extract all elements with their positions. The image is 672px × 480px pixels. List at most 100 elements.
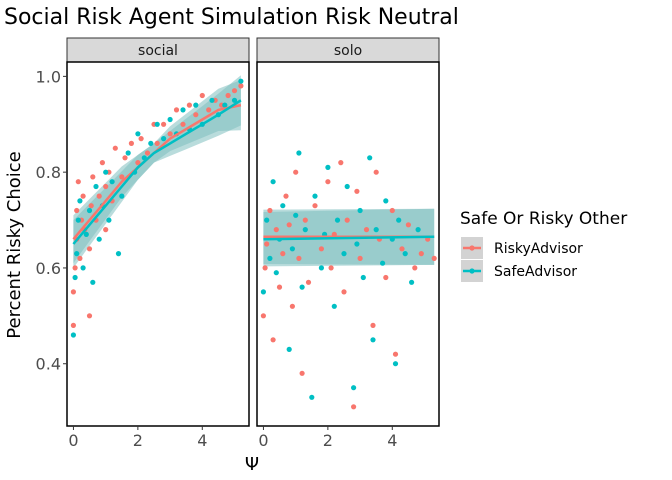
data-point-RiskyAdvisor <box>173 107 180 113</box>
fit-line-SafeAdvisor <box>72 99 242 245</box>
data-point-RiskyAdvisor <box>318 246 324 252</box>
data-point-RiskyAdvisor <box>238 83 244 89</box>
facet-strip-label: solo <box>334 43 362 59</box>
data-point-RiskyAdvisor <box>144 150 151 156</box>
data-point-RiskyAdvisor <box>431 255 437 261</box>
panel-border <box>256 61 440 427</box>
data-point-RiskyAdvisor <box>180 121 186 127</box>
data-point-SafeAdvisor <box>209 97 215 103</box>
data-point-RiskyAdvisor <box>418 251 424 257</box>
data-point-RiskyAdvisor <box>260 313 266 319</box>
data-point-SafeAdvisor <box>360 274 366 281</box>
data-point-RiskyAdvisor <box>283 193 289 199</box>
data-point-RiskyAdvisor <box>280 251 286 257</box>
data-point-RiskyAdvisor <box>305 279 312 285</box>
data-point-RiskyAdvisor <box>186 102 192 108</box>
facet-strip <box>256 37 440 63</box>
data-point-RiskyAdvisor <box>341 289 347 295</box>
data-point-RiskyAdvisor <box>86 313 93 319</box>
data-point-SafeAdvisor <box>357 207 363 214</box>
data-point-SafeAdvisor <box>93 183 99 190</box>
data-point-RiskyAdvisor <box>399 246 405 252</box>
data-point-SafeAdvisor <box>402 251 408 257</box>
data-point-RiskyAdvisor <box>289 303 295 309</box>
data-point-SafeAdvisor <box>103 169 109 175</box>
data-point-RiskyAdvisor <box>70 322 76 328</box>
y-tick-label: 1.0 <box>36 67 61 86</box>
data-point-SafeAdvisor <box>83 231 89 237</box>
data-point-SafeAdvisor <box>115 251 122 257</box>
data-point-SafeAdvisor <box>309 394 315 400</box>
data-point-RiskyAdvisor <box>351 404 357 410</box>
data-point-SafeAdvisor <box>289 246 295 252</box>
data-point-RiskyAdvisor <box>273 227 279 233</box>
x-tick-label: 2 <box>323 431 333 450</box>
data-point-SafeAdvisor <box>90 279 96 285</box>
data-point-RiskyAdvisor <box>90 174 96 180</box>
data-point-SafeAdvisor <box>312 193 318 199</box>
data-point-RiskyAdvisor <box>299 370 305 376</box>
data-point-SafeAdvisor <box>331 303 337 309</box>
data-point-RiskyAdvisor <box>392 351 399 357</box>
data-point-SafeAdvisor <box>109 179 115 185</box>
facet-strip <box>66 37 250 63</box>
data-point-SafeAdvisor <box>392 361 399 367</box>
data-point-SafeAdvisor <box>74 251 80 257</box>
data-point-RiskyAdvisor <box>231 88 238 94</box>
data-point-SafeAdvisor <box>231 97 238 103</box>
y-axis-title: Percent Risky Choice <box>4 151 25 338</box>
data-point-SafeAdvisor <box>299 284 305 290</box>
data-point-RiskyAdvisor <box>74 207 80 214</box>
data-point-RiskyAdvisor <box>312 203 318 209</box>
panel-plot-area <box>260 150 437 410</box>
data-point-RiskyAdvisor <box>128 140 134 146</box>
data-point-RiskyAdvisor <box>296 255 302 261</box>
data-point-SafeAdvisor <box>106 217 112 223</box>
y-tick-label: 0.4 <box>36 355 61 374</box>
data-point-SafeAdvisor <box>334 217 341 223</box>
data-point-SafeAdvisor <box>167 116 173 123</box>
data-point-RiskyAdvisor <box>338 160 344 166</box>
data-point-RiskyAdvisor <box>193 112 199 118</box>
panel-border <box>66 61 250 427</box>
data-point-RiskyAdvisor <box>373 169 379 175</box>
data-point-SafeAdvisor <box>125 150 131 156</box>
data-point-SafeAdvisor <box>383 198 389 204</box>
chart-title: Social Risk Agent Simulation Risk Neutra… <box>4 5 459 30</box>
legend-title: Safe Or Risky Other <box>460 209 627 229</box>
legend-key-point <box>469 245 475 251</box>
data-point-RiskyAdvisor <box>363 227 370 233</box>
data-point-RiskyAdvisor <box>225 92 231 99</box>
data-point-SafeAdvisor <box>341 251 347 257</box>
data-point-RiskyAdvisor <box>206 107 212 113</box>
data-point-SafeAdvisor <box>370 337 376 343</box>
data-point-RiskyAdvisor <box>354 188 360 194</box>
legend-key-point <box>469 268 475 274</box>
data-point-SafeAdvisor <box>161 136 167 142</box>
legend-label: RiskyAdvisor <box>494 241 583 257</box>
data-point-SafeAdvisor <box>154 121 160 127</box>
data-point-RiskyAdvisor <box>88 203 94 209</box>
data-point-RiskyAdvisor <box>135 160 141 166</box>
data-point-SafeAdvisor <box>77 198 83 204</box>
data-point-RiskyAdvisor <box>167 131 173 137</box>
data-point-SafeAdvisor <box>267 255 273 261</box>
data-point-RiskyAdvisor <box>262 265 268 271</box>
panel-social: social 0 2 4 0.4 0.6 0.8 1.0 <box>36 37 250 450</box>
legend: Safe Or Risky Other RiskyAdvisor SafeAdvi… <box>460 209 627 282</box>
data-point-SafeAdvisor <box>396 217 402 223</box>
fit-line-SafeAdvisor <box>263 235 435 241</box>
data-point-SafeAdvisor <box>354 241 360 247</box>
data-point-SafeAdvisor <box>260 289 266 295</box>
data-point-RiskyAdvisor <box>103 183 109 190</box>
x-axis-title: Ψ <box>245 454 259 475</box>
data-point-RiskyAdvisor <box>286 222 292 228</box>
data-point-SafeAdvisor <box>280 203 286 209</box>
legend-label: SafeAdvisor <box>494 264 577 280</box>
data-point-SafeAdvisor <box>293 212 299 218</box>
data-point-SafeAdvisor <box>415 227 421 233</box>
data-point-RiskyAdvisor <box>383 274 389 281</box>
data-point-RiskyAdvisor <box>325 179 331 185</box>
data-point-SafeAdvisor <box>409 279 415 285</box>
